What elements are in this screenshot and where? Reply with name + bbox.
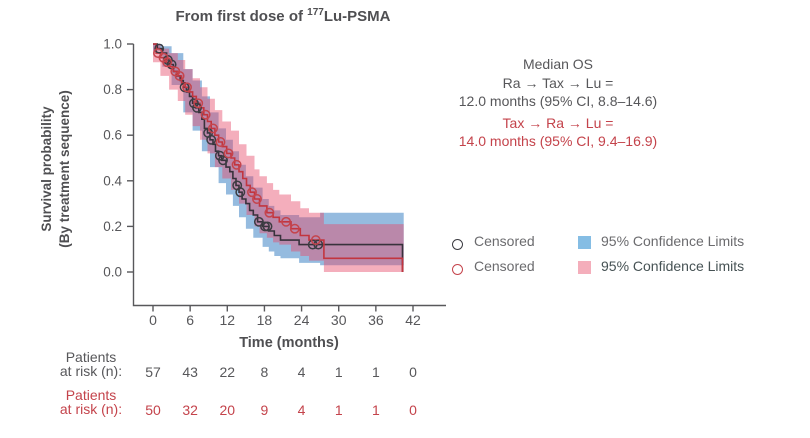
legend-label-censored-red: Censored bbox=[474, 258, 535, 274]
risk-row-label-dark-line1: Patients bbox=[65, 349, 117, 365]
x-axis-title: Time (months) bbox=[239, 335, 339, 351]
censor-mark-dark bbox=[154, 43, 165, 54]
risk-count: 20 bbox=[219, 402, 235, 418]
censor-mark-red bbox=[200, 109, 211, 120]
median-os-group1-value: 12.0 months (95% CI, 8.8–14.6) bbox=[458, 93, 658, 109]
y-tick-label: 0.4 bbox=[103, 173, 122, 188]
median-os-heading: Median OS bbox=[522, 56, 594, 72]
censor-mark-dark bbox=[192, 102, 202, 113]
x-tick-label: 30 bbox=[331, 312, 347, 328]
censor-mark-red bbox=[247, 187, 257, 198]
censor-mark-dark bbox=[235, 187, 246, 198]
legend-label-ci-pink: 95% Confidence Limits bbox=[601, 258, 745, 274]
risk-row-label-red: Patients at risk (n): bbox=[38, 387, 144, 417]
y-axis-title: Survival probability (By treatment seque… bbox=[38, 36, 76, 302]
censor-mark-red bbox=[289, 223, 300, 234]
median-os-group1-label: Ra → Tax → Lu = bbox=[502, 74, 614, 91]
risk-count: 43 bbox=[182, 364, 198, 380]
risk-count: 0 bbox=[409, 402, 417, 418]
risk-count: 22 bbox=[219, 364, 235, 380]
risk-count: 4 bbox=[298, 402, 306, 418]
censored-marker-dark-icon bbox=[452, 237, 463, 253]
y-tick-label: 0.0 bbox=[103, 265, 122, 280]
censor-mark-dark bbox=[206, 134, 217, 145]
censor-mark-red bbox=[252, 194, 262, 204]
risk-count: 1 bbox=[335, 364, 343, 380]
chart-title-suffix: Lu-PSMA bbox=[323, 8, 391, 25]
censor-mark-dark bbox=[218, 155, 228, 166]
x-tick-label: 24 bbox=[294, 312, 310, 328]
censored-marker-red-icon bbox=[452, 262, 463, 278]
chart-title-prefix: From first dose of bbox=[175, 8, 308, 25]
x-tick-label: 42 bbox=[405, 312, 421, 328]
censor-mark-red bbox=[162, 57, 173, 68]
risk-count: 1 bbox=[372, 402, 380, 418]
risk-count: 57 bbox=[145, 364, 161, 380]
censor-mark-red bbox=[231, 159, 242, 170]
axis-frame bbox=[132, 44, 446, 307]
y-axis-title-line2: (By treatment sequence) bbox=[57, 90, 72, 248]
censor-mark-red bbox=[264, 207, 275, 218]
ci-swatch-pink-icon bbox=[578, 261, 591, 277]
risk-count: 9 bbox=[261, 402, 269, 418]
risk-count: 0 bbox=[409, 364, 417, 380]
risk-row-label-dark: Patients at risk (n): bbox=[38, 349, 144, 379]
censor-mark-red bbox=[310, 235, 321, 246]
x-tick-label: 18 bbox=[257, 312, 273, 328]
risk-row-label-red-line2: at risk (n): bbox=[59, 400, 123, 417]
x-tick-label: 36 bbox=[368, 312, 384, 328]
censor-mark-red bbox=[182, 82, 192, 93]
censor-mark-dark bbox=[253, 216, 264, 227]
ci-band-blue bbox=[153, 44, 404, 266]
legend-label-censored-dark: Censored bbox=[474, 233, 535, 249]
ci-band-pink bbox=[153, 44, 404, 272]
median-os-group2-label: Tax → Ra → Lu = bbox=[502, 114, 614, 131]
risk-row-label-red-line1: Patients bbox=[65, 387, 117, 403]
risk-row-label-dark-line2: at risk (n): bbox=[59, 362, 123, 379]
median-os-group2-value: 14.0 months (95% CI, 9.4–16.9) bbox=[458, 133, 658, 149]
y-tick-label: 0.8 bbox=[103, 82, 122, 97]
x-tick-label: 6 bbox=[186, 312, 194, 328]
chart-title: From first dose of 177Lu-PSMA bbox=[128, 7, 438, 26]
risk-count: 50 bbox=[145, 402, 161, 418]
y-axis-title-line1: Survival probability bbox=[39, 106, 54, 232]
legend: Censored 95% Confidence Limits Censored … bbox=[450, 232, 795, 286]
censor-mark-red bbox=[281, 216, 292, 227]
chart-title-superscript: 177 bbox=[307, 7, 324, 18]
censor-mark-red bbox=[223, 148, 234, 159]
censor-mark-red bbox=[215, 137, 226, 147]
risk-count: 4 bbox=[298, 364, 306, 380]
risk-count: 1 bbox=[372, 364, 380, 380]
y-tick-label: 0.6 bbox=[103, 128, 122, 143]
censor-mark-red bbox=[193, 98, 204, 109]
y-tick-label: 0.2 bbox=[103, 219, 122, 234]
censor-mark-red bbox=[174, 70, 185, 81]
risk-count: 1 bbox=[335, 402, 343, 418]
x-tick-label: 0 bbox=[149, 312, 157, 328]
censor-mark-dark bbox=[262, 221, 273, 232]
y-tick-label: 1.0 bbox=[103, 37, 122, 52]
censor-mark-red bbox=[208, 123, 218, 134]
ci-swatch-blue-icon bbox=[578, 236, 591, 252]
x-tick-label: 12 bbox=[219, 312, 235, 328]
risk-count: 32 bbox=[182, 402, 198, 418]
median-os-annotation: Median OS Ra → Tax → Lu = 12.0 months (9… bbox=[443, 55, 673, 151]
legend-label-ci-blue: 95% Confidence Limits bbox=[601, 233, 745, 249]
risk-count: 8 bbox=[261, 364, 269, 380]
